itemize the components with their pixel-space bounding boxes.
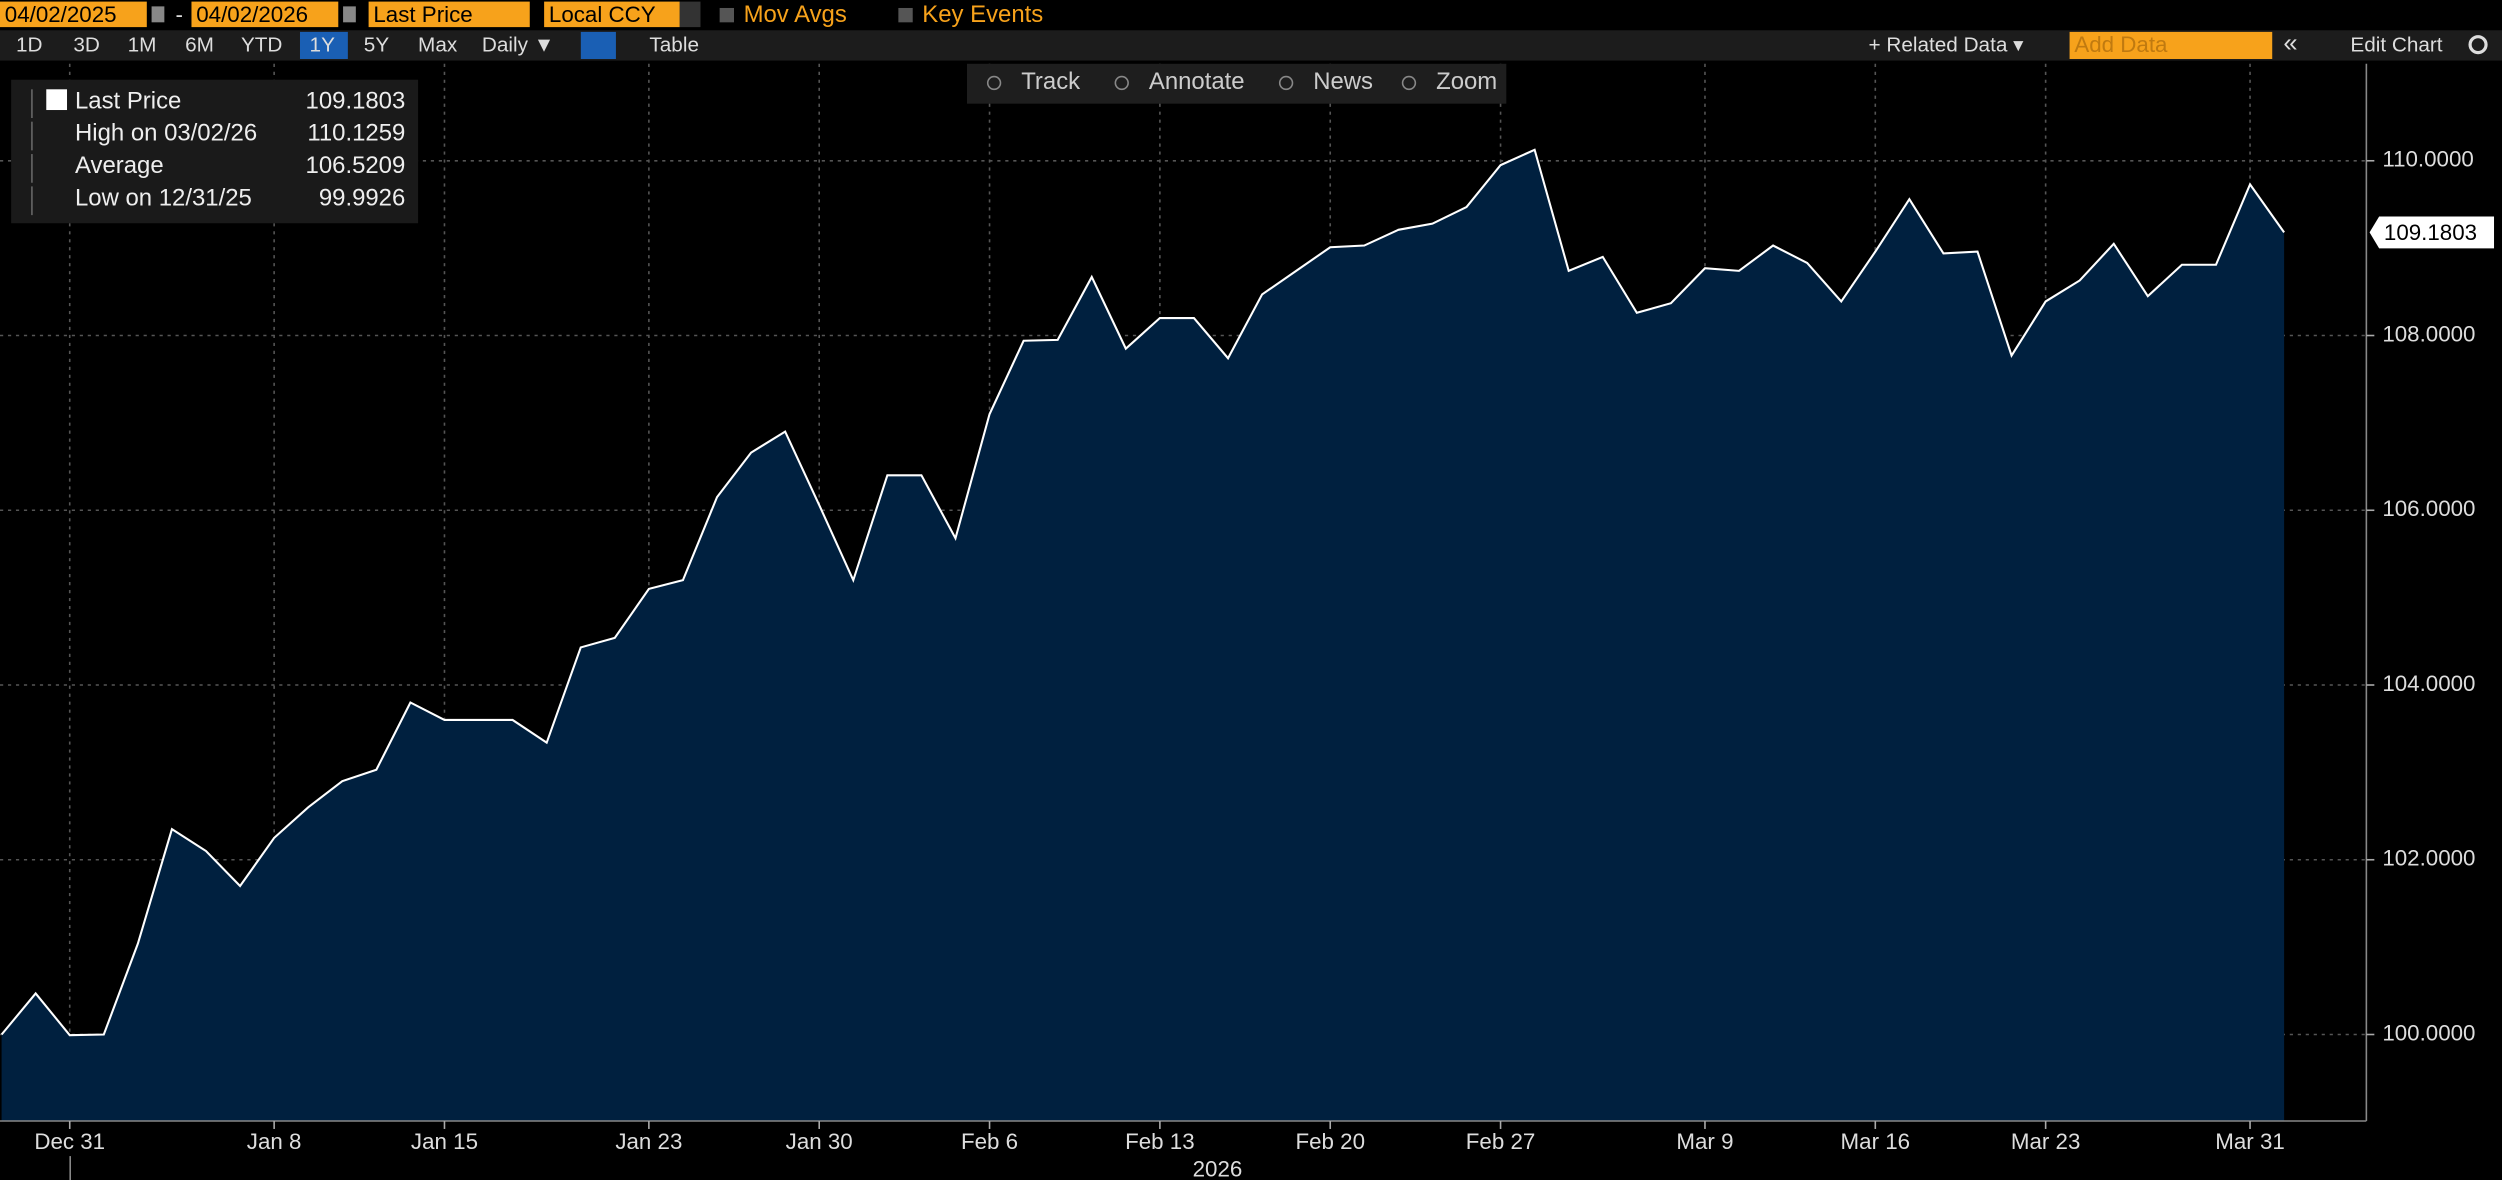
last-price-tag xyxy=(2369,216,2495,249)
x-tick-label: Jan 15 xyxy=(411,1129,478,1154)
field-select-box[interactable] xyxy=(368,1,530,28)
legend-value: 99.9926 xyxy=(319,184,405,211)
calendar-icon[interactable] xyxy=(151,6,165,23)
period-button[interactable]: 6M xyxy=(185,34,214,57)
field-select[interactable]: Last Price xyxy=(373,2,472,27)
legend-name: Average xyxy=(75,152,164,179)
y-tick-label: 102.0000 xyxy=(2382,846,2475,871)
legend-name: Last Price xyxy=(75,87,181,114)
x-tick-label: Jan 23 xyxy=(615,1129,682,1154)
y-tick-label: 106.0000 xyxy=(2382,496,2475,521)
calendar-icon[interactable] xyxy=(343,6,356,23)
legend-value: 109.1803 xyxy=(306,87,406,114)
x-tick-label: Feb 20 xyxy=(1295,1129,1365,1154)
chart-type-btn[interactable] xyxy=(580,31,616,59)
period-button[interactable]: Max xyxy=(418,34,458,57)
tool-button[interactable]: Track xyxy=(1021,68,1080,95)
edit-chart[interactable]: Edit Chart xyxy=(2350,34,2442,57)
date-separator: - xyxy=(176,2,183,27)
mov-avgs[interactable]: Mov Avgs xyxy=(744,1,847,28)
y-tick-label: 100.0000 xyxy=(2382,1020,2475,1045)
period-button[interactable]: 1D xyxy=(16,34,43,57)
legend-value: 106.5209 xyxy=(306,152,406,179)
settings-icon[interactable] xyxy=(2468,35,2488,55)
key-events[interactable]: Key Events xyxy=(922,1,1043,28)
x-tick-label: Mar 23 xyxy=(2011,1129,2081,1154)
frequency-select[interactable]: Daily ▼ xyxy=(482,34,554,57)
y-tick-label: 110.0000 xyxy=(2382,147,2474,172)
tool-button[interactable]: Zoom xyxy=(1436,68,1497,95)
x-tick-label: Jan 8 xyxy=(247,1129,302,1154)
tool-button[interactable]: News xyxy=(1313,68,1373,95)
start-date[interactable]: 04/02/2025 xyxy=(5,2,117,27)
legend-name: High on 03/02/26 xyxy=(75,120,257,147)
checkbox[interactable] xyxy=(898,7,913,23)
price-line xyxy=(0,148,2285,1037)
x-tick-label: Feb 27 xyxy=(1466,1129,1536,1154)
x-tick-label: Mar 31 xyxy=(2215,1129,2285,1154)
period-button[interactable]: 1M xyxy=(128,34,157,57)
end-date-box[interactable] xyxy=(191,1,339,28)
add-data-box[interactable] xyxy=(2069,31,2273,59)
currency-select[interactable]: Local CCY xyxy=(549,2,656,27)
end-date[interactable]: 04/02/2026 xyxy=(196,2,308,27)
start-date-box[interactable] xyxy=(0,1,147,28)
legend-swatch xyxy=(46,89,68,111)
related-data[interactable]: + Related Data ▾ xyxy=(1869,34,2025,57)
period-button[interactable]: 5Y xyxy=(364,34,390,57)
tool-icon[interactable] xyxy=(1278,75,1294,91)
x-tick-label: Feb 13 xyxy=(1125,1129,1195,1154)
tool-icon[interactable] xyxy=(986,75,1002,91)
x-tick-label: Feb 6 xyxy=(961,1129,1018,1154)
x-year-label: 2026 xyxy=(1193,1156,1243,1180)
tool-icon[interactable] xyxy=(1114,75,1129,91)
x-tick-label: Mar 16 xyxy=(1841,1129,1911,1154)
legend-box xyxy=(11,79,419,224)
last-price-label: 109.1803 xyxy=(2384,220,2477,245)
area-fill xyxy=(1,149,2285,1121)
x-tick-label: Dec 31 xyxy=(34,1129,105,1154)
add-data[interactable]: Add Data xyxy=(2074,32,2168,57)
table-button[interactable]: Table xyxy=(649,34,699,57)
period-selected[interactable] xyxy=(299,31,348,59)
x-tick-label: Jan 30 xyxy=(786,1129,853,1154)
legend-value: 110.1259 xyxy=(307,120,405,147)
period-button[interactable]: 1Y xyxy=(310,34,336,57)
currency-select-box[interactable] xyxy=(544,1,680,28)
legend-name: Low on 12/31/25 xyxy=(75,184,252,211)
collapse-btn[interactable]: « xyxy=(2283,29,2297,57)
period-button[interactable]: 3D xyxy=(73,34,100,57)
dropdown-btn[interactable] xyxy=(679,1,701,28)
checkbox[interactable] xyxy=(719,7,735,23)
x-tick-label: Mar 9 xyxy=(1676,1129,1733,1154)
period-button[interactable]: YTD xyxy=(241,34,282,57)
tool-icon[interactable] xyxy=(1401,75,1417,91)
y-tick-label: 108.0000 xyxy=(2382,321,2475,346)
tool-button[interactable]: Annotate xyxy=(1149,68,1245,95)
tools-bar xyxy=(966,63,1507,104)
y-tick-label: 104.0000 xyxy=(2382,671,2475,696)
